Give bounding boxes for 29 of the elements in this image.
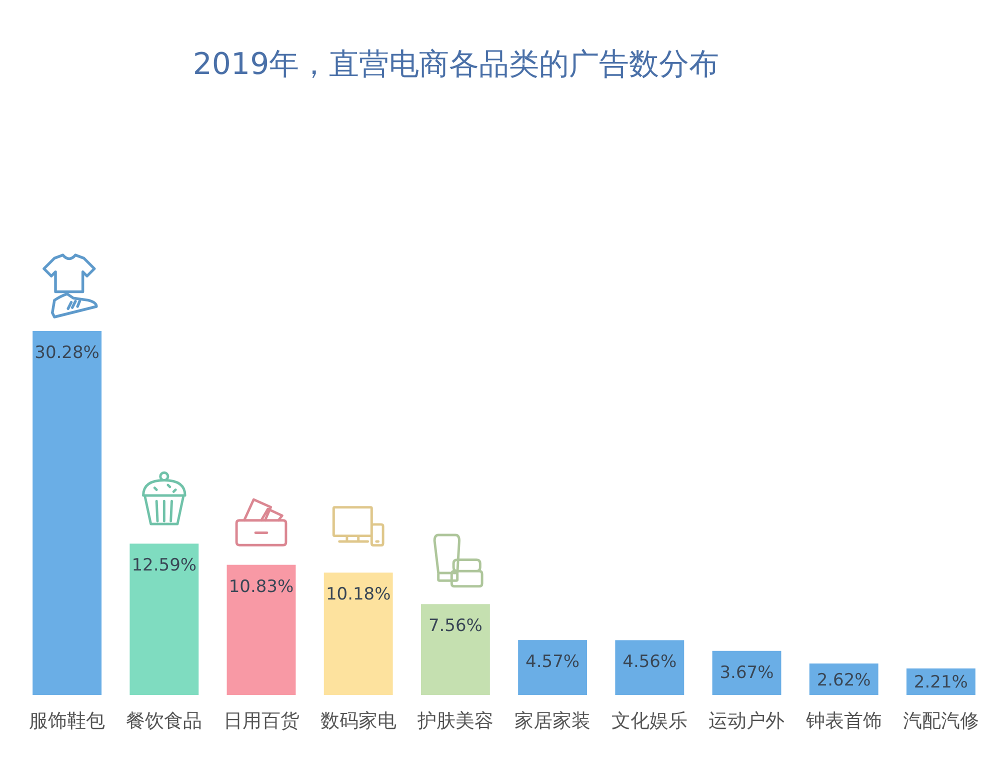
data-label: 2.21% [914, 672, 968, 693]
x-tick-label: 运动户外 [708, 710, 785, 732]
x-tick-label: 家居家装 [514, 710, 591, 732]
chart-title: 2019年，直营电商各品类的广告数分布 [192, 47, 720, 82]
x-tick-label: 服饰鞋包 [29, 710, 106, 732]
x-tick-label: 日用百货 [223, 710, 300, 732]
data-label: 10.83% [228, 576, 294, 597]
data-label: 12.59% [132, 556, 197, 576]
data-label: 2.62% [816, 670, 871, 690]
x-tick-label: 数码家电 [320, 710, 396, 732]
x-tick-label: 餐饮食品 [126, 710, 202, 732]
x-tick-label: 护肤美容 [416, 710, 494, 732]
data-label: 4.57% [526, 652, 580, 672]
data-label: 3.67% [720, 662, 774, 683]
bar [518, 640, 588, 695]
x-tick-label: 文化娱乐 [612, 710, 688, 732]
bar [32, 331, 102, 695]
data-label: 7.56% [428, 616, 482, 636]
bar [420, 604, 490, 695]
x-tick-label: 钟表首饰 [804, 710, 882, 732]
bar [130, 544, 199, 695]
x-tick-label: 汽配汽修 [902, 710, 979, 732]
data-label: 10.18% [326, 584, 391, 605]
bar [324, 572, 393, 695]
bar [712, 650, 782, 695]
bar [226, 564, 296, 695]
data-label: 30.28% [34, 343, 100, 363]
bar [615, 640, 684, 695]
data-label: 4.56% [622, 652, 677, 672]
